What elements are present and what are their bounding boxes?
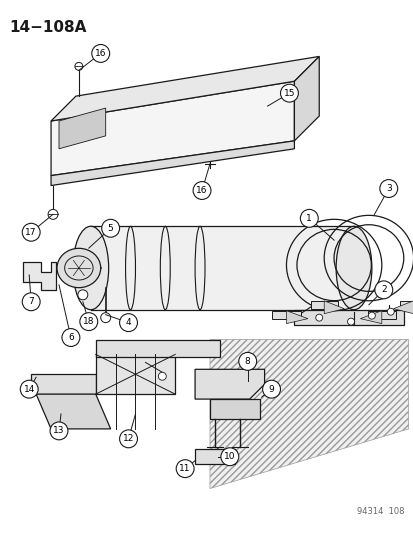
Text: 11: 11 — [179, 464, 190, 473]
Circle shape — [50, 422, 68, 440]
Circle shape — [262, 380, 280, 398]
Circle shape — [119, 314, 137, 332]
Circle shape — [22, 293, 40, 311]
Polygon shape — [310, 301, 337, 309]
Circle shape — [368, 312, 375, 319]
Circle shape — [300, 209, 318, 227]
Circle shape — [280, 84, 298, 102]
Text: 17: 17 — [25, 228, 37, 237]
Ellipse shape — [73, 227, 108, 310]
Polygon shape — [95, 340, 219, 358]
Polygon shape — [23, 262, 56, 290]
Ellipse shape — [335, 227, 371, 310]
Circle shape — [158, 372, 166, 380]
Polygon shape — [294, 56, 318, 141]
Polygon shape — [359, 311, 381, 324]
Polygon shape — [271, 311, 300, 319]
Circle shape — [221, 448, 238, 466]
Circle shape — [347, 318, 354, 325]
Circle shape — [386, 308, 393, 315]
Text: 14−108A: 14−108A — [9, 20, 86, 35]
Circle shape — [48, 209, 58, 219]
Text: 16: 16 — [196, 186, 207, 195]
Text: 3: 3 — [385, 184, 391, 193]
Ellipse shape — [57, 248, 100, 288]
Polygon shape — [195, 369, 264, 399]
Circle shape — [100, 313, 110, 322]
Polygon shape — [51, 141, 294, 185]
Polygon shape — [286, 311, 307, 324]
Text: 1: 1 — [306, 214, 311, 223]
Circle shape — [379, 180, 397, 197]
Polygon shape — [51, 56, 318, 121]
Polygon shape — [392, 301, 413, 314]
Circle shape — [102, 219, 119, 237]
Circle shape — [22, 223, 40, 241]
Polygon shape — [323, 301, 344, 314]
Text: 6: 6 — [68, 333, 74, 342]
Text: 16: 16 — [95, 49, 106, 58]
Circle shape — [119, 430, 137, 448]
Circle shape — [80, 313, 97, 330]
Polygon shape — [195, 449, 234, 464]
Circle shape — [315, 314, 322, 321]
Text: 15: 15 — [283, 88, 294, 98]
Polygon shape — [209, 399, 259, 419]
Polygon shape — [36, 394, 110, 429]
Circle shape — [238, 352, 256, 370]
Circle shape — [192, 182, 211, 199]
Polygon shape — [95, 354, 175, 394]
Circle shape — [62, 328, 80, 346]
Text: 10: 10 — [223, 452, 235, 461]
Polygon shape — [59, 108, 105, 149]
Text: 4: 4 — [126, 318, 131, 327]
Text: 8: 8 — [244, 357, 250, 366]
Circle shape — [20, 380, 38, 398]
Circle shape — [75, 62, 83, 70]
Circle shape — [78, 290, 88, 300]
Text: 13: 13 — [53, 426, 64, 435]
Text: 18: 18 — [83, 317, 94, 326]
Polygon shape — [209, 340, 408, 489]
Circle shape — [374, 281, 392, 299]
Text: 12: 12 — [123, 434, 134, 443]
Text: 14: 14 — [24, 385, 35, 394]
Text: 5: 5 — [107, 224, 113, 233]
Circle shape — [92, 44, 109, 62]
Text: 2: 2 — [380, 285, 386, 294]
Polygon shape — [367, 311, 395, 319]
Text: 94314  108: 94314 108 — [356, 507, 404, 516]
Text: 9: 9 — [268, 385, 274, 394]
Polygon shape — [90, 227, 353, 310]
Polygon shape — [294, 310, 403, 325]
Polygon shape — [31, 374, 95, 394]
Polygon shape — [399, 301, 413, 309]
Text: 7: 7 — [28, 297, 34, 306]
Circle shape — [176, 459, 194, 478]
Polygon shape — [51, 81, 294, 175]
